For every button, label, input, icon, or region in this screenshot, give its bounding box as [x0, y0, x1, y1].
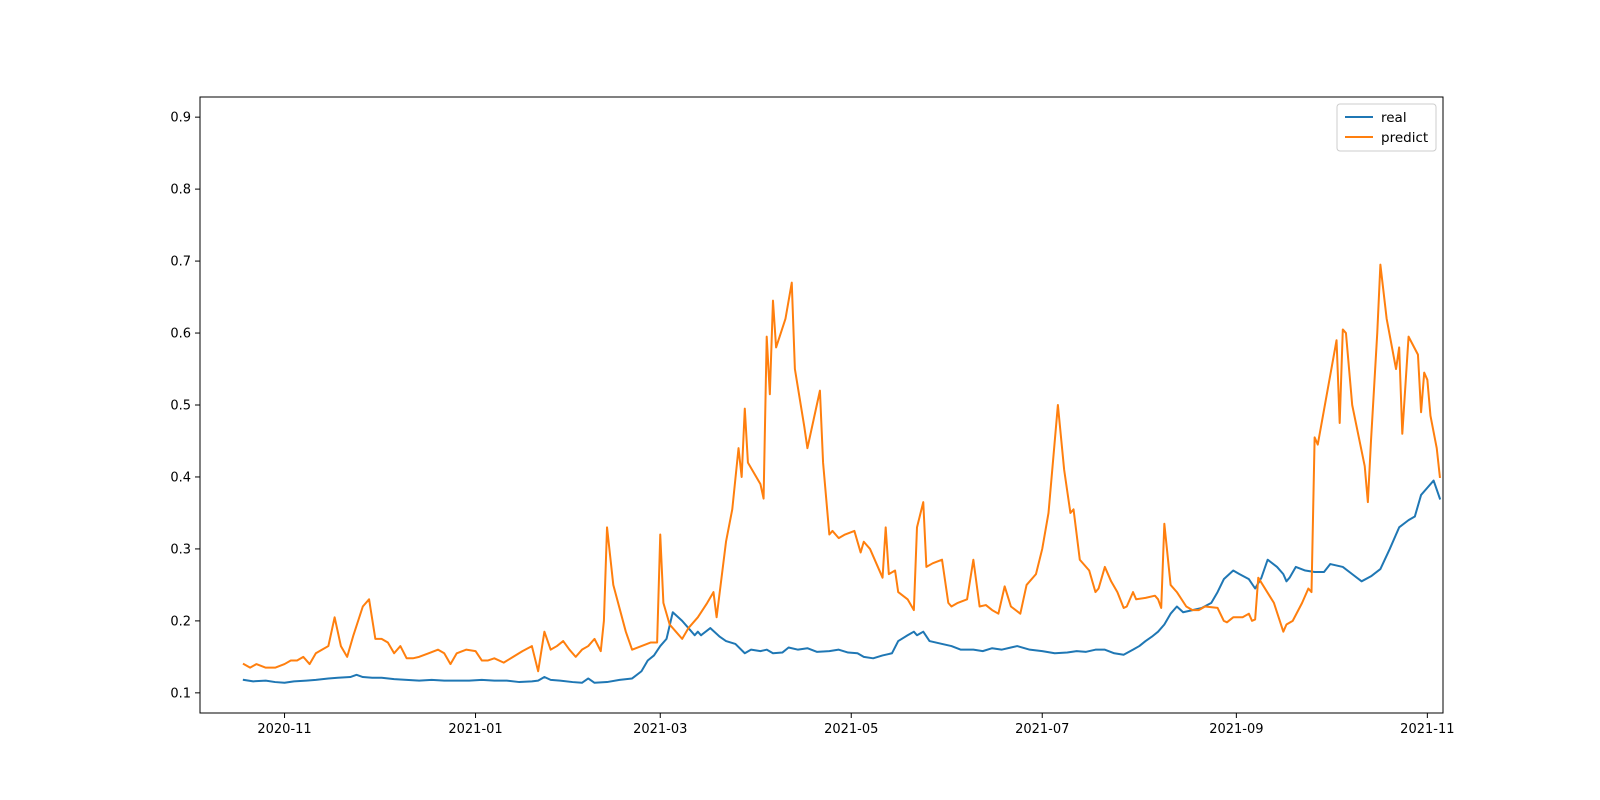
x-tick-label: 2021-03: [633, 722, 687, 737]
x-tick-label: 2020-11: [257, 722, 311, 737]
x-tick-label: 2021-01: [448, 722, 502, 737]
series-line-real: [242, 479, 1442, 684]
y-tick-label: 0.8: [170, 183, 191, 198]
y-axis: 0.1 0.2 0.3 0.4 0.5 0.6 0.7 0.8 0.9: [170, 111, 200, 701]
series-line-predict: [242, 263, 1441, 673]
legend: real predict: [1336, 103, 1437, 152]
y-tick-label: 0.4: [170, 470, 191, 485]
y-tick-label: 0.2: [170, 614, 191, 629]
x-tick-label: 2021-11: [1400, 722, 1454, 737]
legend-label-real: real: [1381, 110, 1407, 126]
y-tick-label: 0.3: [170, 542, 191, 557]
plot-area: [242, 263, 1442, 684]
y-tick-label: 0.6: [170, 327, 191, 342]
x-tick-label: 2021-05: [824, 722, 878, 737]
y-tick-label: 0.1: [170, 686, 191, 701]
x-axis: 2020-11 2021-01 2021-03 2021-05 2021-07 2021-…: [257, 713, 1455, 737]
y-tick-label: 0.7: [170, 255, 191, 270]
y-tick-label: 0.9: [170, 111, 191, 126]
axes-frame: [199, 96, 1444, 714]
legend-label-predict: predict: [1381, 130, 1428, 146]
x-tick-label: 2021-07: [1015, 722, 1069, 737]
y-tick-label: 0.5: [170, 399, 191, 414]
x-tick-label: 2021-09: [1209, 722, 1263, 737]
legend-box: [1336, 103, 1437, 152]
